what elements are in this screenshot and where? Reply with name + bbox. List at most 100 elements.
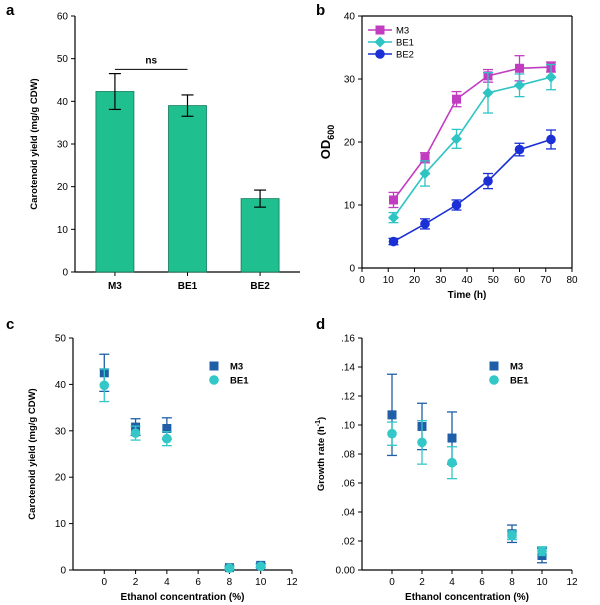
x-tick-label: 0 — [102, 577, 108, 588]
x-tick-label: 0 — [359, 275, 365, 286]
x-tick-label: 2 — [419, 577, 425, 588]
x-axis-label: Ethanol concentration (%) — [405, 592, 529, 603]
y-tick-label: .02 — [341, 537, 355, 548]
marker-BE2 — [388, 236, 399, 247]
y-tick-label: 10 — [55, 519, 67, 530]
marker-BE1 — [130, 428, 141, 438]
y-tick-label: .04 — [341, 508, 355, 519]
y-tick-label: .14 — [341, 363, 355, 374]
x-tick-label: M3 — [108, 281, 122, 292]
x-tick-label: 12 — [566, 577, 578, 588]
x-tick-label: 70 — [540, 275, 552, 286]
significance-label: ns — [145, 55, 157, 66]
x-tick-label: BE2 — [250, 281, 270, 292]
y-tick-label: 30 — [55, 426, 67, 437]
series-line-BE1 — [392, 76, 552, 219]
x-tick-label: 10 — [383, 275, 395, 286]
y-tick-label: 0 — [62, 268, 68, 279]
bar-BE2 — [240, 198, 280, 273]
y-tick-label: 40 — [344, 12, 356, 23]
marker-M3 — [420, 153, 430, 163]
y-tick-label: 10 — [57, 225, 69, 236]
y-tick-label: .10 — [341, 421, 355, 432]
marker-M3 — [162, 423, 172, 433]
panel-label-d: d — [316, 316, 326, 333]
legend-label-BE1: BE1 — [510, 376, 529, 387]
marker-M3 — [447, 433, 457, 443]
y-tick-label: 10 — [344, 201, 356, 212]
x-tick-label: 80 — [566, 275, 578, 286]
marker-BE2 — [451, 200, 462, 210]
marker-M3 — [515, 63, 524, 73]
marker-BE1 — [417, 437, 427, 448]
x-tick-label: 4 — [449, 577, 455, 588]
bar-M3 — [95, 91, 135, 273]
marker-BE2 — [546, 134, 556, 145]
y-tick-label: 40 — [57, 97, 69, 108]
marker-BE1 — [507, 530, 517, 540]
x-tick-label: 20 — [409, 275, 421, 286]
marker-BE1 — [255, 561, 266, 572]
y-tick-label: 20 — [57, 182, 69, 193]
y-axis-label: Carotenoid yield (mg/g CDW) — [27, 388, 38, 519]
x-tick-label: 4 — [164, 577, 170, 588]
x-axis-label: Ethanol concentration (%) — [121, 592, 245, 603]
x-tick-label: 10 — [255, 577, 267, 588]
marker-BE1 — [388, 212, 399, 224]
x-tick-label: 40 — [461, 275, 473, 286]
marker-BE2 — [483, 176, 493, 186]
legend-marker-BE1 — [374, 36, 386, 48]
y-tick-label: 50 — [57, 54, 69, 65]
bar-BE1 — [168, 105, 207, 273]
marker-BE1 — [419, 168, 431, 179]
y-axis-label: Carotenoid yield (mg/g CDW) — [29, 78, 40, 209]
y-tick-label: 0 — [349, 264, 355, 275]
x-tick-label: BE1 — [178, 281, 198, 292]
marker-BE1 — [447, 457, 457, 468]
legend-label-BE1: BE1 — [230, 376, 249, 387]
y-tick-label: 0 — [60, 566, 66, 577]
marker-BE1 — [537, 546, 547, 556]
marker-BE2 — [514, 144, 525, 155]
legend-marker-M3 — [489, 361, 499, 371]
marker-M3 — [387, 410, 397, 420]
x-tick-label: 6 — [479, 577, 485, 588]
marker-BE1 — [387, 428, 397, 439]
legend-label-BE1: BE1 — [396, 38, 414, 49]
y-tick-label: 20 — [344, 138, 356, 149]
series-line-M3 — [392, 66, 552, 201]
x-tick-label: 10 — [536, 577, 548, 588]
y-tick-label: 50 — [55, 334, 67, 345]
legend-label-M3: M3 — [396, 26, 409, 37]
x-axis-label: Time (h) — [448, 290, 487, 301]
x-tick-label: 8 — [509, 577, 515, 588]
chart-c-group: 0 10 20 30 40 50 0 2 4 6 8 10 12 Ethanol concentratio… — [27, 334, 298, 604]
chart-d-group: 0.00 .02 .04 .06 .08 .10 .12 .14 .16 0 2 4 6 8 10 12 Eth… — [315, 334, 578, 604]
x-tick-label: 6 — [195, 577, 201, 588]
marker-BE1 — [451, 133, 462, 145]
series-line-BE2 — [393, 138, 552, 243]
y-tick-label: 0.00 — [336, 566, 356, 577]
y-axis-label: Growth rate (h-1) — [315, 417, 327, 491]
panel-label-c: c — [6, 316, 15, 333]
marker-BE1 — [99, 380, 110, 391]
marker-BE1 — [482, 87, 494, 99]
legend-label-BE2: BE2 — [396, 50, 414, 61]
y-tick-label: 30 — [344, 75, 356, 86]
marker-BE1 — [224, 563, 235, 573]
chart-a-group: 0 10 20 30 40 50 60 M3 BE1 BE2 Carotenoid yield (m… — [29, 12, 300, 292]
marker-BE2 — [420, 219, 430, 229]
y-tick-label: 30 — [57, 140, 69, 151]
legend-marker-BE1 — [209, 375, 219, 385]
legend-marker-BE2 — [375, 49, 385, 59]
y-tick-label: .08 — [341, 450, 355, 461]
y-tick-label: 60 — [57, 12, 69, 23]
x-tick-label: 30 — [435, 275, 447, 286]
marker-BE1 — [514, 79, 525, 91]
marker-M3 — [452, 94, 461, 104]
y-tick-label: 40 — [55, 380, 67, 391]
legend-label-M3: M3 — [230, 362, 243, 373]
y-tick-label: .12 — [341, 392, 355, 403]
x-tick-label: 2 — [133, 577, 139, 588]
